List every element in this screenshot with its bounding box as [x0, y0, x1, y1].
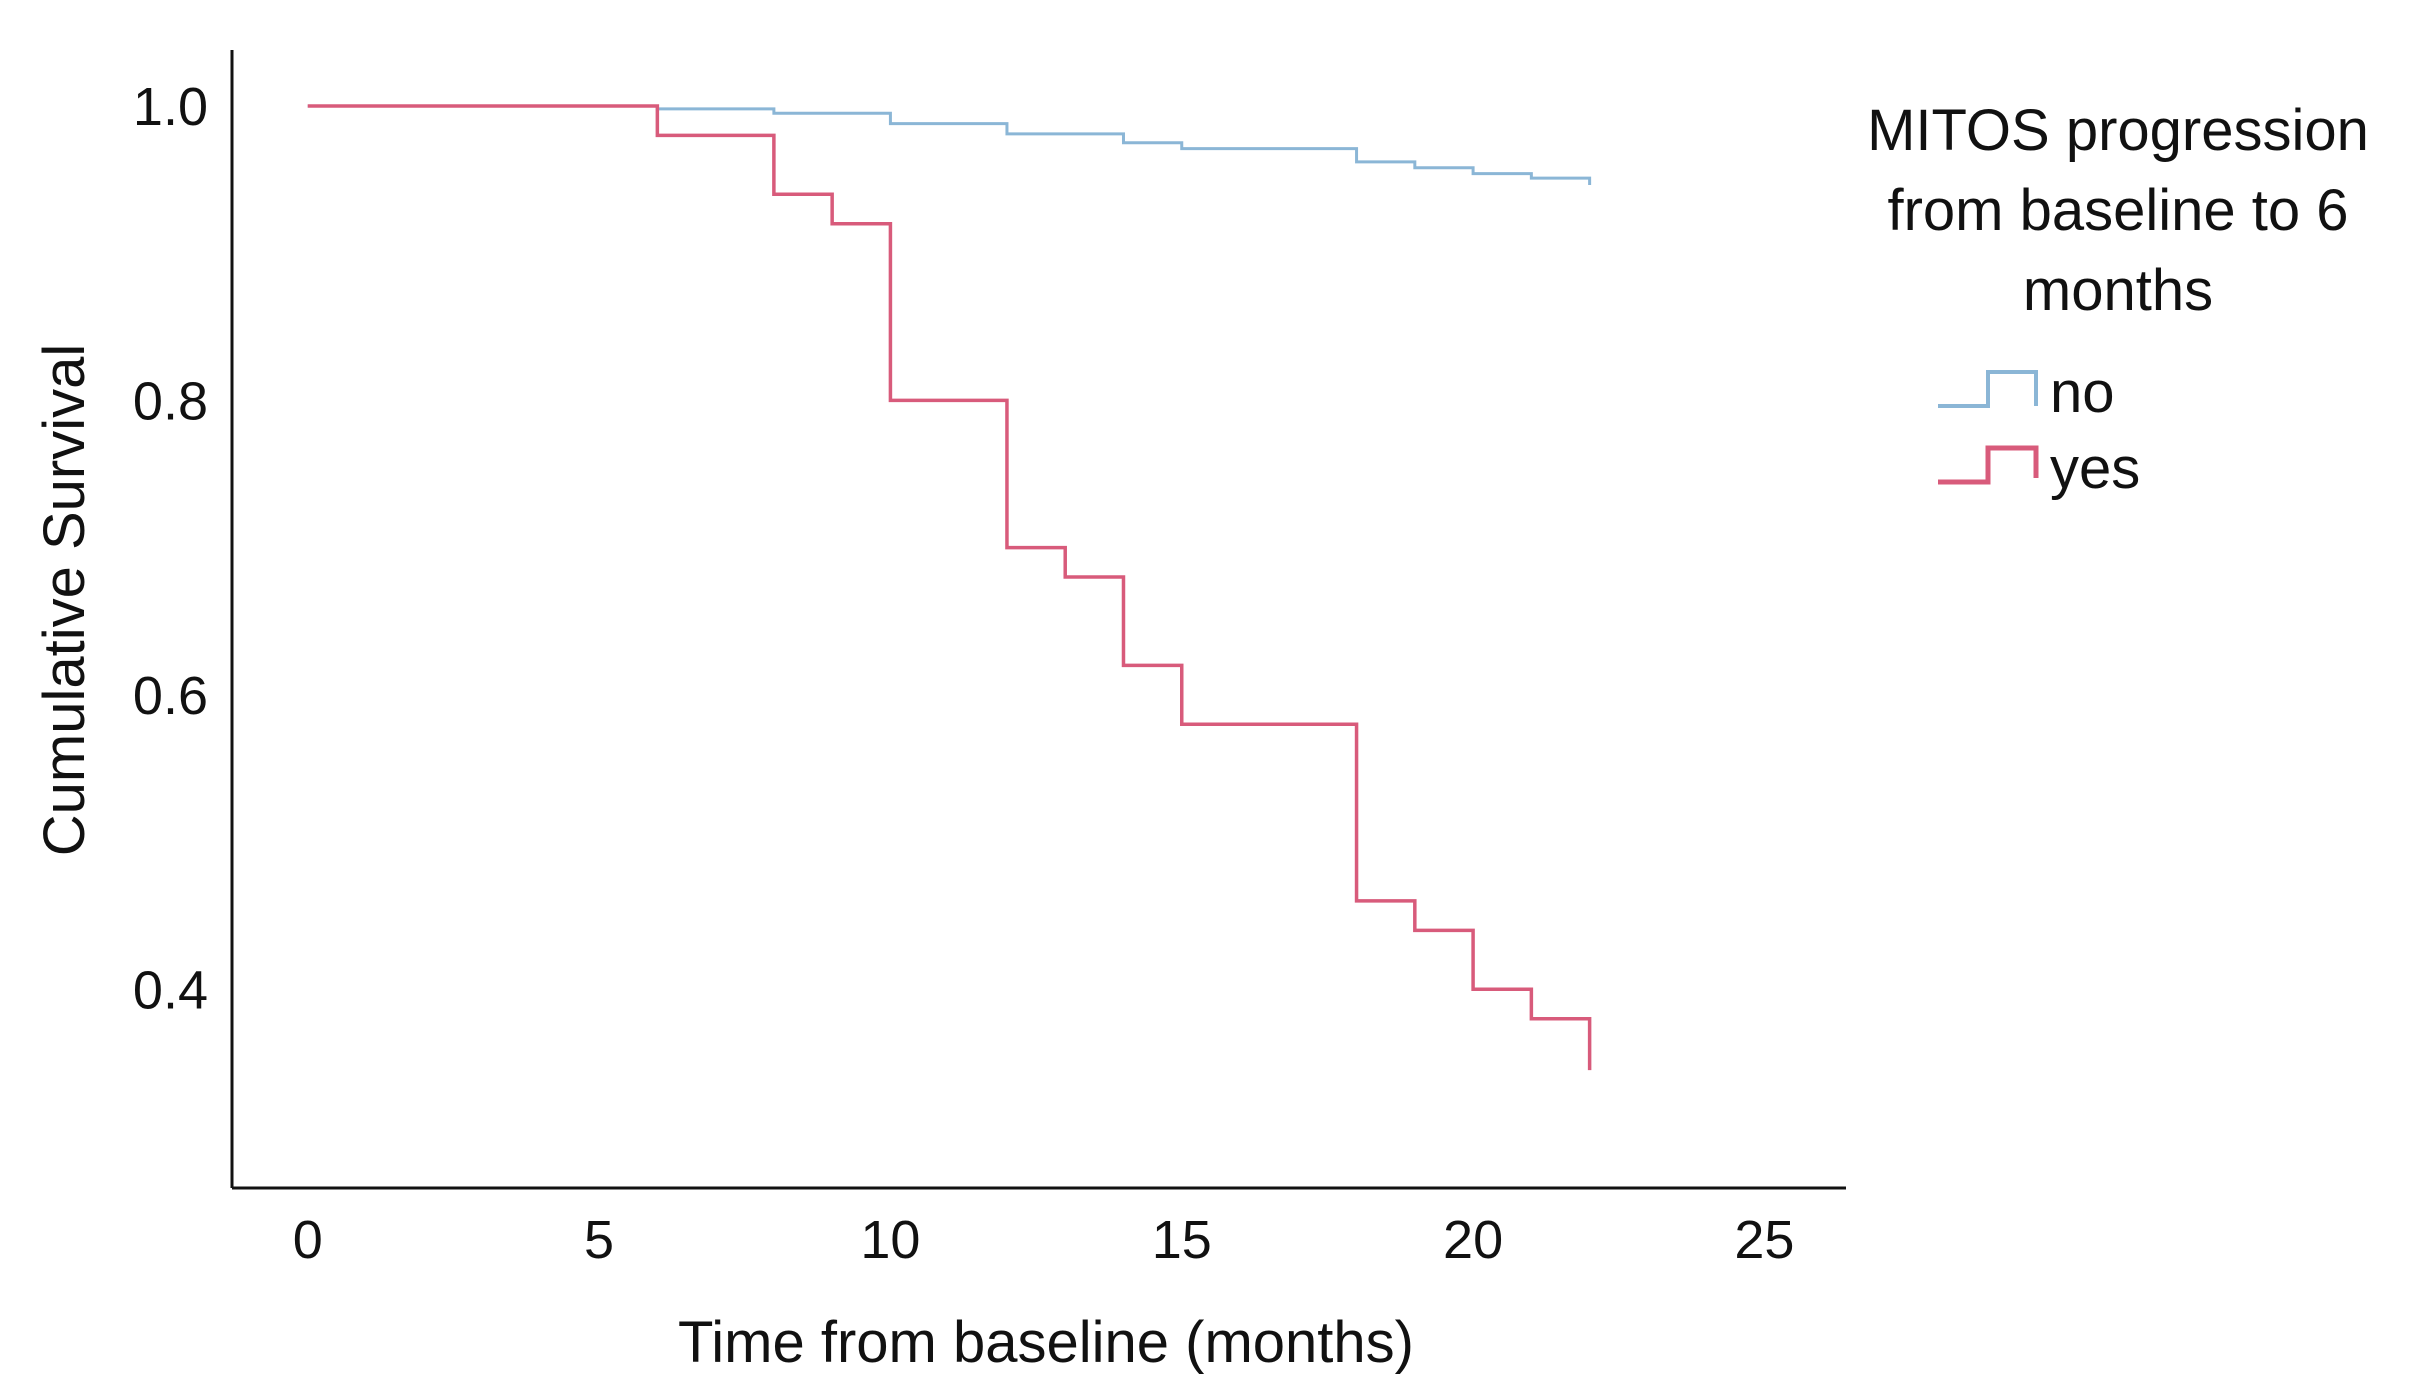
x-tick-label: 0: [293, 1210, 323, 1270]
x-tick-label: 25: [1734, 1210, 1794, 1270]
x-tick-label: 15: [1152, 1210, 1212, 1270]
x-axis-ticks: 0 5 10 15 20 25: [293, 1210, 1795, 1270]
legend-label-no: no: [2050, 360, 2115, 425]
series-layer: [307, 104, 1592, 1071]
x-axis-title: Time from baseline (months): [678, 1310, 1414, 1375]
y-tick-label: 0.6: [133, 666, 208, 726]
legend-label-yes: yes: [2050, 436, 2140, 501]
y-axis-title: Cumulative Survival: [32, 344, 97, 857]
y-tick-label: 0.4: [133, 960, 208, 1020]
legend-title-line-3: months: [2023, 258, 2213, 323]
x-tick-label: 20: [1443, 1210, 1503, 1270]
survival-curve-yes: [307, 104, 1592, 1071]
legend-title-line-2: from baseline to 6: [1887, 178, 2348, 243]
y-tick-label: 0.8: [133, 371, 208, 431]
x-tick-label: 10: [860, 1210, 920, 1270]
legend-swatch-yes: [1938, 445, 2039, 485]
axes: [230, 50, 1846, 1190]
y-tick-label: 1.0: [133, 77, 208, 137]
survival-curve-no: [307, 104, 1592, 186]
y-axis-ticks: 0.4 0.6 0.8 1.0: [133, 77, 208, 1020]
x-tick-label: 5: [584, 1210, 614, 1270]
legend: MITOS progression from baseline to 6 mon…: [1867, 98, 2369, 501]
legend-title-line-1: MITOS progression: [1867, 98, 2369, 163]
legend-swatch-no: [1938, 370, 2038, 408]
